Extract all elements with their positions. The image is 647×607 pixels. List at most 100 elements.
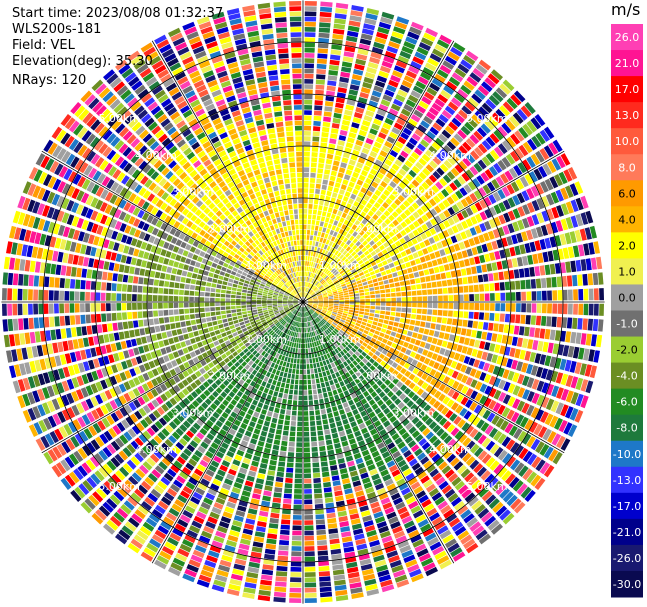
velocity-gate [320, 216, 326, 222]
velocity-gate [384, 371, 391, 378]
velocity-gate [327, 391, 333, 397]
velocity-gate [454, 67, 467, 78]
velocity-gate [328, 143, 336, 150]
velocity-gate [391, 127, 401, 135]
velocity-gate [279, 540, 289, 546]
velocity-gate [268, 367, 273, 373]
velocity-gate [318, 264, 322, 270]
velocity-gate [321, 349, 326, 355]
velocity-gate [395, 423, 404, 432]
velocity-gate [507, 223, 515, 234]
velocity-gate [332, 289, 337, 293]
velocity-gate [488, 477, 499, 488]
velocity-gate [237, 548, 249, 556]
velocity-gate [468, 238, 476, 247]
velocity-gate [297, 317, 300, 322]
velocity-gate [511, 258, 518, 268]
velocity-gate [294, 379, 299, 385]
velocity-gate [392, 227, 399, 235]
velocity-gate [491, 354, 498, 364]
velocity-gate [303, 307, 304, 312]
velocity-gate [552, 451, 563, 465]
velocity-gate [326, 270, 331, 275]
velocity-gate [310, 421, 316, 426]
velocity-gate [319, 403, 325, 410]
velocity-gate [344, 321, 350, 326]
velocity-gate [99, 484, 111, 496]
velocity-gate [342, 230, 348, 237]
velocity-gate [324, 337, 328, 342]
velocity-gate [355, 234, 362, 240]
velocity-gate [569, 408, 579, 421]
velocity-gate [423, 357, 431, 365]
velocity-gate [416, 284, 422, 290]
velocity-gate [372, 321, 378, 326]
velocity-gate [450, 137, 460, 147]
velocity-gate [313, 298, 318, 300]
velocity-gate [403, 324, 410, 330]
velocity-gate [356, 280, 362, 284]
velocity-gate [308, 299, 313, 301]
velocity-gate [453, 243, 461, 252]
velocity-gate [304, 577, 316, 583]
velocity-gate [238, 379, 245, 386]
velocity-gate [380, 298, 386, 302]
velocity-gate [267, 470, 276, 476]
velocity-gate [555, 372, 564, 384]
velocity-gate [397, 154, 406, 163]
velocity-gate [513, 325, 520, 335]
velocity-gate [257, 361, 263, 367]
velocity-gate [154, 465, 165, 475]
velocity-gate [390, 331, 397, 337]
velocity-gate [436, 355, 443, 363]
velocity-gate [401, 307, 407, 313]
velocity-gate [330, 543, 341, 550]
velocity-gate [536, 291, 542, 301]
velocity-gate [384, 345, 391, 351]
velocity-gate [461, 374, 469, 384]
velocity-gate [526, 120, 538, 133]
velocity-gate [565, 331, 572, 343]
velocity-gate [292, 321, 296, 326]
velocity-gate [400, 286, 406, 292]
velocity-gate [506, 97, 518, 110]
velocity-gate [303, 328, 305, 333]
velocity-gate [332, 269, 338, 274]
velocity-gate [354, 305, 360, 308]
velocity-gate [363, 520, 374, 528]
velocity-gate [211, 584, 225, 593]
velocity-gate [377, 185, 385, 193]
velocity-gate [350, 421, 357, 428]
velocity-gate [385, 269, 392, 275]
velocity-gate [545, 398, 555, 411]
velocity-gate [366, 344, 372, 351]
velocity-gate [451, 391, 460, 400]
velocity-gate [232, 520, 243, 528]
velocity-gate [551, 277, 557, 288]
velocity-gate [497, 449, 508, 461]
velocity-gate [388, 347, 395, 354]
velocity-gate [314, 287, 318, 292]
velocity-gate [321, 184, 327, 190]
velocity-gate [310, 337, 314, 343]
velocity-gate [319, 350, 323, 356]
velocity-gate [429, 82, 441, 92]
velocity-gate [363, 115, 373, 122]
velocity-gate [168, 507, 180, 517]
velocity-gate [384, 253, 391, 259]
velocity-gate [484, 312, 490, 321]
velocity-gate [390, 394, 398, 402]
velocity-gate [237, 472, 246, 480]
velocity-gate [308, 300, 313, 302]
velocity-gate [173, 460, 183, 469]
velocity-gate [361, 218, 368, 225]
velocity-gate [389, 415, 397, 423]
velocity-gate [332, 389, 338, 396]
velocity-gate [530, 153, 541, 166]
velocity-gate [332, 291, 338, 294]
velocity-gate [150, 488, 162, 499]
velocity-gate [229, 578, 242, 586]
velocity-gate [319, 200, 324, 206]
velocity-gate [273, 597, 286, 603]
velocity-gate [357, 317, 363, 321]
